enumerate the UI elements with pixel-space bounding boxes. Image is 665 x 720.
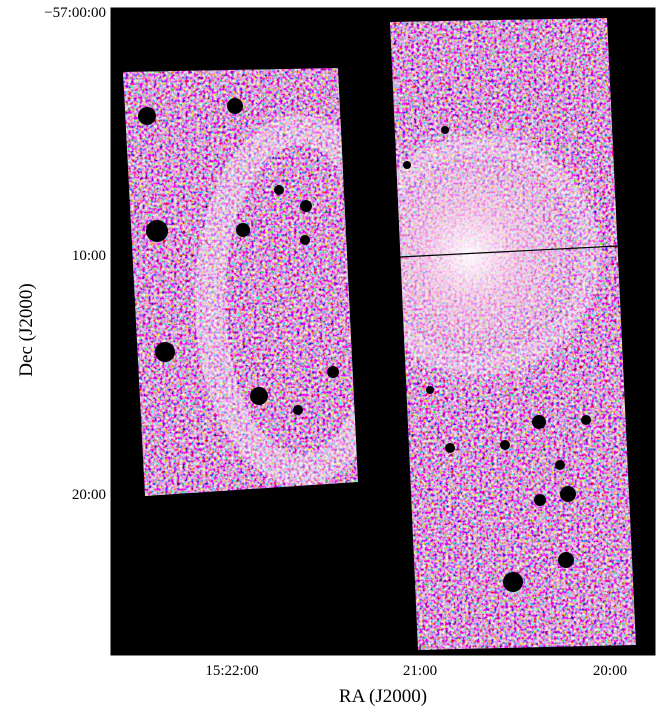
y-tick-label: −57:00:00 xyxy=(44,5,106,21)
y-tick-label: 20:00 xyxy=(72,487,106,503)
plot-frame xyxy=(110,7,656,656)
y-tick-label: 10:00 xyxy=(72,248,106,264)
x-tick-label: 20:00 xyxy=(593,663,627,679)
left-field xyxy=(123,68,358,496)
y-axis-title: Dec (J2000) xyxy=(16,283,37,376)
x-tick-label: 15:22:00 xyxy=(205,663,258,679)
x-axis-title: RA (J2000) xyxy=(339,686,427,707)
x-tick-label: 21:00 xyxy=(403,663,437,679)
